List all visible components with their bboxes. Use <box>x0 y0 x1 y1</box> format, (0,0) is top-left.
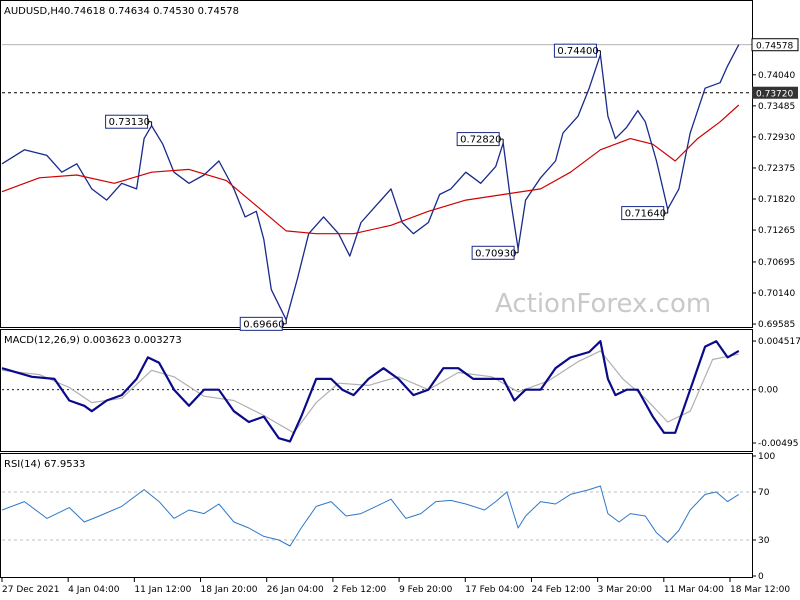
annotation-box <box>471 245 515 260</box>
x-tick-label: 17 Feb 04:00 <box>465 585 524 595</box>
price-panel-frame <box>0 0 753 328</box>
y-tick-label: 70 <box>758 488 770 498</box>
y-tick-label: 0.71265 <box>758 226 795 236</box>
x-tick-label: 4 Jan 04:00 <box>68 585 120 595</box>
rsi-line <box>1 485 740 547</box>
annotation-label: 0.69660 <box>243 319 284 330</box>
x-tick-label: 27 Dec 2021 <box>2 585 60 595</box>
annotation-box <box>105 114 149 129</box>
rsi-panel-frame <box>0 453 753 578</box>
annotation-label: 0.70930 <box>475 248 516 259</box>
watermark: ActionForex.com <box>495 289 711 319</box>
label-layer: 0.74040 0.73485 0.72930 0.72375 0.71820 0.712… <box>2 38 800 595</box>
y-tick-label: 0.71820 <box>758 195 795 205</box>
y-tick-label: 0.70695 <box>758 258 795 268</box>
annotation-box <box>456 132 500 147</box>
macd-panel-frame <box>0 329 753 452</box>
y-tick-label: 0.00 <box>758 386 778 396</box>
last-price-box <box>751 38 799 52</box>
annotation-label: 0.72820 <box>460 135 501 146</box>
y-tick-label: 100 <box>758 452 775 462</box>
y-tick-label: 0.004517 <box>758 337 800 347</box>
annotation-label: 0.74400 <box>557 46 598 57</box>
y-tick-label: 0.72375 <box>758 164 795 174</box>
grid-layer <box>1 44 756 582</box>
annotation-box <box>621 206 665 221</box>
price-line <box>1 44 740 321</box>
y-tick-label: 0.69585 <box>758 320 795 330</box>
level-box <box>752 86 798 99</box>
macd-line <box>1 340 740 443</box>
annotation-box <box>239 316 283 331</box>
y-tick-label: 0.73485 <box>758 102 795 112</box>
x-tick-label: 18 Jan 20:00 <box>201 585 258 595</box>
moving-average-line <box>1 104 740 235</box>
macd-panel-title: MACD(12,26,9) 0.003623 0.003273 <box>4 335 182 346</box>
annotation-label: 0.73130 <box>109 117 150 128</box>
y-tick-label: 30 <box>758 536 770 546</box>
price-panel-title: AUDUSD,H4 <box>4 6 64 17</box>
y-tick-label: -0.00495 <box>758 439 798 449</box>
last-price-label: 0.74578 <box>756 42 793 52</box>
annotation-box <box>553 43 597 58</box>
x-tick-label: 18 Mar 12:00 <box>730 585 790 595</box>
y-tick-label: 0.72930 <box>758 133 795 143</box>
x-tick-label: 3 Mar 20:00 <box>598 585 653 595</box>
annotation-label: 0.71640 <box>625 209 666 220</box>
y-tick-label: 0.70140 <box>758 289 795 299</box>
x-tick-label: 9 Feb 20:00 <box>399 585 453 595</box>
level-label: 0.73720 <box>756 90 793 100</box>
x-tick-label: 11 Mar 04:00 <box>664 585 724 595</box>
y-tick-label: 0.74040 <box>758 71 795 81</box>
y-tick-label: 0 <box>758 572 764 582</box>
macd-signal-line <box>1 350 739 434</box>
x-tick-label: 24 Feb 12:00 <box>531 585 590 595</box>
x-tick-label: 26 Jan 04:00 <box>267 585 324 595</box>
x-tick-label: 2 Feb 12:00 <box>333 585 387 595</box>
price-ohlc-readout: 0.74618 0.74634 0.74530 0.74578 <box>64 6 239 17</box>
rsi-panel-title: RSI(14) 67.9533 <box>4 459 85 470</box>
x-tick-label: 11 Jan 12:00 <box>134 585 191 595</box>
